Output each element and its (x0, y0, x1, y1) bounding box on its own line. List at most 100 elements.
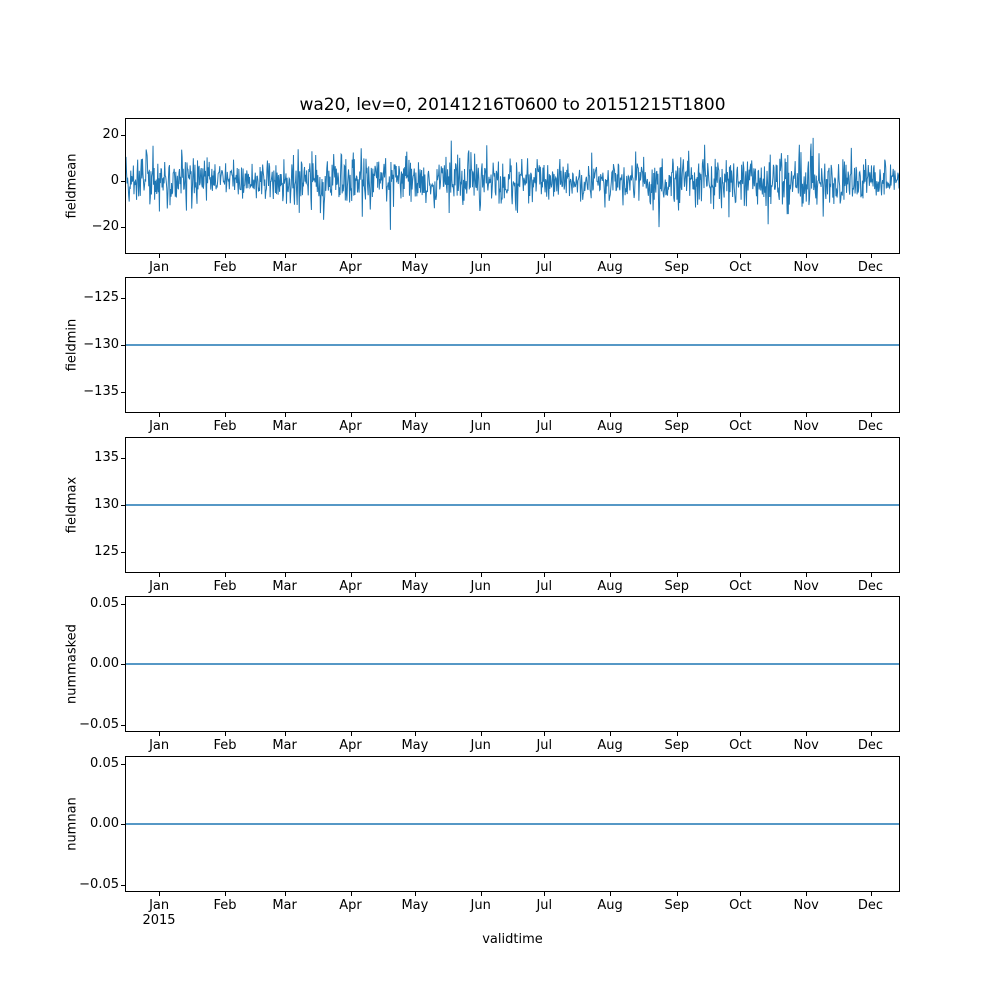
xtick-label: Nov (793, 419, 819, 434)
xtick-label: May (401, 738, 429, 753)
xtick-label: May (401, 579, 429, 594)
ytick-label-fieldmin: −130 (83, 337, 119, 352)
ytick-label-nummasked: 0.05 (90, 595, 119, 611)
xtick-mark (676, 413, 678, 417)
xtick-mark (480, 254, 482, 258)
ytick-label-fieldmin: −125 (83, 290, 119, 306)
ytick-label-nummasked: −0.05 (79, 716, 119, 732)
year-label: 2015 (142, 913, 176, 928)
xtick-label: Dec (857, 579, 884, 594)
ytick-mark (121, 884, 125, 886)
xtick-mark (544, 892, 546, 896)
ytick-label-fieldmin: −135 (83, 383, 119, 399)
xtick-mark (284, 413, 286, 417)
xtick-mark (544, 732, 546, 736)
plot-box-fieldmax (125, 437, 900, 573)
xtick-label: Jan (149, 419, 170, 434)
xtick-label: Oct (729, 260, 752, 275)
xtick-label: Feb (213, 738, 237, 753)
ytick-mark (121, 763, 125, 765)
xtick-label: Jun (470, 738, 491, 753)
chart-title: wa20, lev=0, 20141216T0600 to 20151215T1… (299, 95, 726, 115)
xtick-label: Oct (729, 419, 752, 434)
xtick-mark (284, 254, 286, 258)
xtick-label: Mar (272, 260, 297, 275)
ytick-mark (121, 135, 125, 137)
ytick-label-fieldmean: 20 (102, 127, 119, 143)
axis-label-fieldmin: fieldmin (64, 318, 80, 372)
xtick-label: Feb (213, 419, 237, 434)
xtick-label: Oct (729, 579, 752, 594)
plot-box-fieldmean (125, 118, 900, 254)
xtick-mark (159, 732, 161, 736)
ytick-mark (121, 603, 125, 605)
xtick-label: Dec (857, 260, 884, 275)
xtick-label: May (401, 260, 429, 275)
xtick-mark (544, 573, 546, 577)
x-axis-title: validtime (482, 932, 543, 947)
ytick-label-nummasked: 0.00 (90, 656, 119, 671)
xtick-mark (806, 732, 808, 736)
xtick-label: Dec (857, 419, 884, 434)
xtick-mark (544, 413, 546, 417)
axis-label-numnan: numnan (64, 797, 80, 851)
xtick-label: Jul (536, 738, 553, 753)
xtick-mark (806, 254, 808, 258)
xtick-mark (159, 254, 161, 258)
xtick-label: Mar (272, 579, 297, 594)
xtick-mark (159, 892, 161, 896)
xtick-mark (806, 573, 808, 577)
ytick-label-fieldmax: 125 (94, 543, 119, 559)
ytick-mark (121, 298, 125, 300)
xtick-label: Nov (793, 738, 819, 753)
ytick-mark (121, 227, 125, 229)
xtick-label: Sep (664, 738, 690, 753)
line-series-fieldmin (126, 344, 899, 346)
ytick-label-fieldmean: −20 (91, 219, 119, 235)
line-series-numnan (126, 823, 899, 825)
ytick-label-numnan: −0.05 (79, 876, 119, 892)
line-series-fieldmean (126, 137, 899, 230)
xtick-mark (870, 892, 872, 896)
xtick-label: May (401, 898, 429, 913)
xtick-label: Apr (339, 738, 362, 753)
xtick-label: Jul (536, 579, 553, 594)
xtick-label: Jul (536, 419, 553, 434)
xtick-label: Sep (664, 579, 690, 594)
xtick-mark (350, 573, 352, 577)
xtick-mark (740, 732, 742, 736)
xtick-mark (610, 413, 612, 417)
axis-label-fieldmean: fieldmean (64, 153, 80, 219)
xtick-label: Jun (470, 898, 491, 913)
ytick-mark (121, 551, 125, 553)
xtick-label: Jan (149, 738, 170, 753)
xtick-mark (225, 254, 226, 258)
xtick-mark (610, 892, 612, 896)
xtick-mark (740, 573, 742, 577)
xtick-label: Apr (339, 898, 362, 913)
xtick-mark (676, 732, 678, 736)
xtick-mark (414, 413, 416, 417)
xtick-label: Aug (597, 579, 623, 594)
xtick-label: Oct (729, 738, 752, 753)
ytick-mark (121, 458, 125, 460)
xtick-label: Apr (339, 419, 362, 434)
ytick-mark (121, 824, 125, 825)
xtick-mark (350, 892, 352, 896)
xtick-mark (676, 254, 678, 258)
xtick-mark (870, 573, 872, 577)
xtick-label: Dec (857, 898, 884, 913)
ytick-label-fieldmax: 130 (94, 497, 119, 512)
axis-label-fieldmax: fieldmax (64, 476, 80, 534)
xtick-label: Feb (213, 579, 237, 594)
xtick-label: Oct (729, 898, 752, 913)
xtick-label: Sep (664, 260, 690, 275)
xtick-label: Apr (339, 260, 362, 275)
xtick-label: Jul (536, 260, 553, 275)
xtick-mark (414, 573, 416, 577)
xtick-label: Nov (793, 260, 819, 275)
xtick-label: Jan (149, 579, 170, 594)
xtick-mark (414, 254, 416, 258)
xtick-mark (870, 732, 872, 736)
xtick-mark (740, 413, 742, 417)
